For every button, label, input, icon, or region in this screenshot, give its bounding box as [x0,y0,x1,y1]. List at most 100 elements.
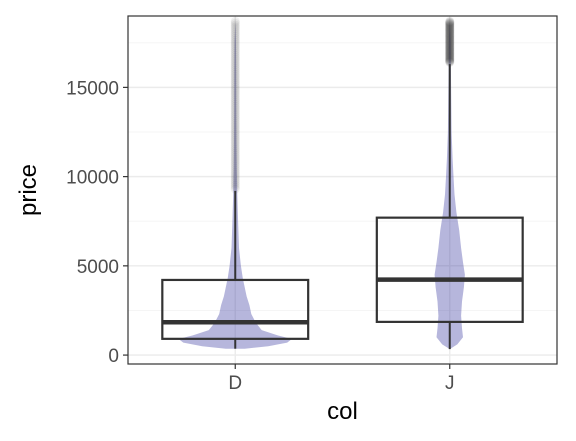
outlier-point [230,161,240,171]
outlier-point [230,30,240,40]
outlier-point [445,53,455,63]
outlier-point [230,24,240,34]
outlier-point [445,38,455,48]
outlier-point [230,75,240,85]
outlier-point [445,31,455,41]
outlier-point [230,99,240,109]
x-tick-label: D [228,373,242,394]
outlier-point [230,65,240,75]
outlier-point [230,154,240,164]
outlier-point [230,28,240,38]
outlier-point [445,28,455,38]
outlier-point [230,105,240,115]
outlier-point [445,55,455,65]
outlier-point [445,24,455,34]
outlier-point [445,47,455,57]
outlier-point [230,109,240,119]
outlier-point [230,171,240,181]
outlier-point [230,122,240,132]
outlier-point [445,33,455,43]
outlier-point [230,114,240,124]
outlier-point [230,63,240,73]
outlier-point [445,17,455,27]
outlier-point [445,38,455,48]
outlier-point [230,146,240,156]
outlier-point [230,92,240,102]
outlier-point [445,34,455,44]
outlier-point [230,35,240,45]
outlier-point [445,46,455,56]
outlier-point [445,32,455,42]
outlier-point [445,35,455,45]
outlier-point [445,56,455,66]
outlier-point [445,43,455,53]
outlier-point [230,88,240,98]
outlier-point [230,152,240,162]
outlier-point [445,57,455,67]
outlier-point [445,55,455,65]
outlier-point [230,37,240,47]
outlier-point [445,23,455,33]
outlier-point [445,44,455,54]
panel-border [127,15,558,365]
outlier-point [230,107,240,117]
outlier-point [230,150,240,160]
outlier-point [230,129,240,139]
outlier-point [230,60,240,70]
outlier-point [445,45,455,55]
outlier-point [230,169,240,179]
outlier-point [445,30,455,40]
outlier-point [230,96,240,106]
outlier-point [230,177,240,187]
outlier-point [230,73,240,83]
outlier-point [230,180,240,190]
outlier-point [230,112,240,122]
y-axis-ticks: 0 5000 10000 15000 [66,78,128,367]
outliers [230,16,455,194]
outlier-point [230,118,240,128]
outlier-point [445,33,455,43]
outlier-point [445,16,455,26]
outlier-point [230,126,240,136]
outlier-point [445,36,455,46]
outlier-point [230,86,240,96]
outlier-point [445,22,455,32]
outlier-point [445,34,455,44]
outlier-point [445,52,455,62]
outlier-point [445,17,455,27]
outlier-point [230,182,240,192]
outlier-point [230,97,240,107]
outlier-point [445,50,455,60]
outlier-point [445,54,455,64]
outlier-point [445,49,455,59]
outlier-point [445,49,455,59]
outlier-point [445,38,455,48]
outlier-point [230,137,240,147]
outlier-point [445,48,455,58]
outlier-point [445,53,455,63]
outlier-point [230,33,240,43]
outlier-point [445,25,455,35]
y-tick-label: 5000 [77,257,119,278]
outlier-point [230,82,240,92]
outlier-point [230,94,240,104]
outlier-point [230,143,240,153]
outlier-point [445,42,455,52]
outlier-point [445,50,455,60]
outlier-point [445,51,455,61]
outlier-point [445,30,455,40]
violin-D [178,21,292,349]
y-tick-label: 15000 [66,78,119,99]
outlier-point [230,178,240,188]
outlier-point [445,19,455,29]
outlier-point [230,175,240,185]
outlier-point [230,18,240,28]
grid [128,16,557,364]
outlier-point [230,116,240,126]
outlier-point [445,19,455,29]
outlier-point [230,158,240,168]
outlier-point [230,160,240,170]
outlier-point [445,27,455,37]
x-tick-label: J [445,373,455,394]
